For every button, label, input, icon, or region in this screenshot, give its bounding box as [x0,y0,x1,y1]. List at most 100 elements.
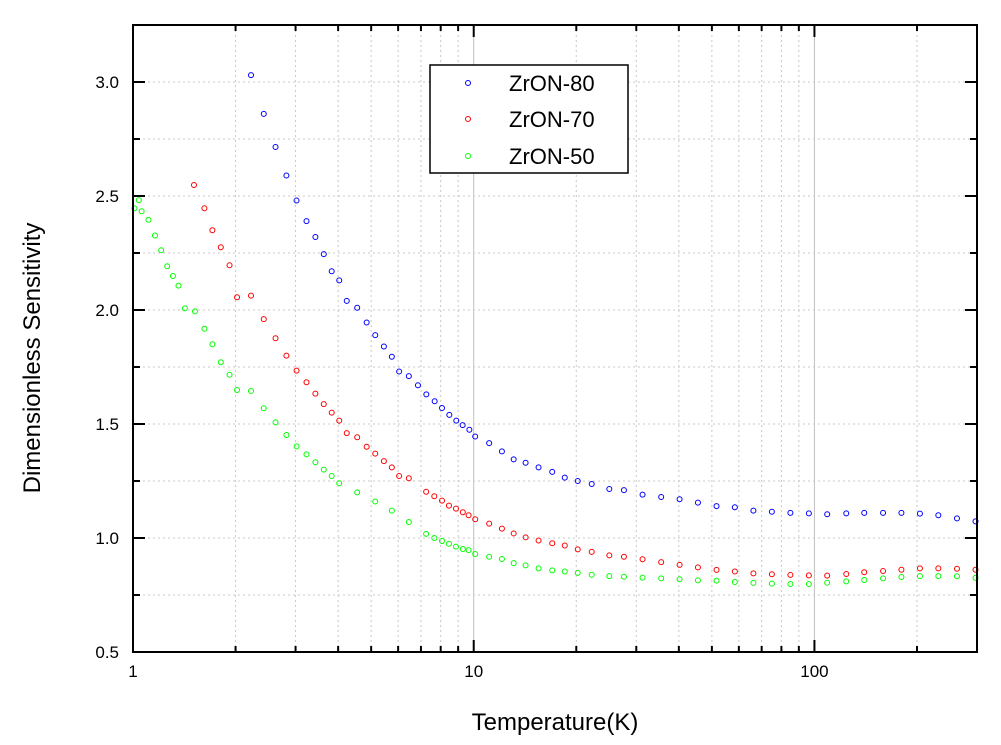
legend-marker-zron-50 [465,153,471,159]
data-point [217,359,224,366]
data-point [248,72,255,79]
data-point [328,472,335,479]
data-point [272,419,279,426]
data-point [380,343,387,350]
data-point [234,294,241,301]
data-point [972,518,979,525]
data-point [164,263,171,270]
data-point [606,552,613,559]
data-point [234,387,241,394]
data-point [639,574,646,581]
data-point [446,411,453,418]
data-point [843,571,850,578]
data-point [898,566,905,573]
data-point [396,368,403,375]
y-tick-label: 1.0 [95,529,119,548]
data-point [498,525,505,532]
axis-ticks [132,24,978,653]
data-point [363,443,370,450]
data-point [354,489,361,496]
x-tick-label: 10 [464,662,483,681]
legend-marker-zron-70 [465,116,471,122]
data-point [372,498,379,505]
data-point [283,431,290,438]
data-point [787,581,794,588]
data-point [588,571,595,578]
data-point [465,512,472,519]
data-point [201,325,208,332]
data-point [293,443,300,450]
data-point [145,216,152,223]
legend-label-zron-50: ZrON-50 [509,144,595,169]
data-point [768,580,775,587]
data-point [731,579,738,586]
data-point [423,391,430,398]
data-point [561,474,568,481]
data-point [380,458,387,465]
data-point [459,422,466,429]
data-point [217,244,224,251]
data-point [405,475,412,482]
series-zron-50 [131,197,979,588]
data-point [953,573,960,580]
data-point [549,540,556,547]
data-point [303,379,310,386]
data-point [861,576,868,583]
data-point [320,466,327,473]
data-point [676,496,683,503]
x-tick-label: 1 [128,662,137,681]
data-point [639,556,646,563]
data-point [843,578,850,585]
data-point [861,509,868,516]
data-point [169,273,176,280]
data-point [320,401,327,408]
data-point [336,277,343,284]
data-point [824,579,831,586]
data-point [431,493,438,500]
data-point [388,507,395,514]
data-point [438,405,445,412]
data-point [336,480,343,487]
data-point [694,564,701,571]
data-point [226,262,233,269]
data-point [260,316,267,323]
data-point [248,292,255,299]
data-point [354,304,361,311]
data-point [445,540,452,547]
data-point [620,573,627,580]
data-point [472,550,479,557]
data-point [805,581,812,588]
y-tick-label: 3.0 [95,73,119,92]
data-point [486,520,493,527]
data-point [431,398,438,405]
data-point [972,574,979,581]
data-point [283,172,290,179]
data-point [522,534,529,541]
data-point [405,373,412,380]
data-point [181,305,188,312]
series-zron-80 [248,72,979,525]
data-point [916,573,923,580]
data-point [248,387,255,394]
data-point [713,566,720,573]
data-point [588,548,595,555]
data-point [861,569,868,576]
data-point [452,505,459,512]
data-point [459,509,466,516]
data-point [175,282,182,289]
data-point [293,367,300,374]
data-point [486,440,493,447]
data-point [658,559,665,566]
data-point [452,543,459,550]
data-point [805,572,812,579]
y-axis-title: Dimensionless Sensitivity [19,223,46,494]
data-point [953,565,960,572]
data-point [328,268,335,275]
data-point [787,509,794,516]
data-point [438,537,445,544]
data-point [201,205,208,212]
data-point [283,352,290,359]
data-point [320,251,327,258]
data-point [405,519,412,526]
data-point [731,568,738,575]
